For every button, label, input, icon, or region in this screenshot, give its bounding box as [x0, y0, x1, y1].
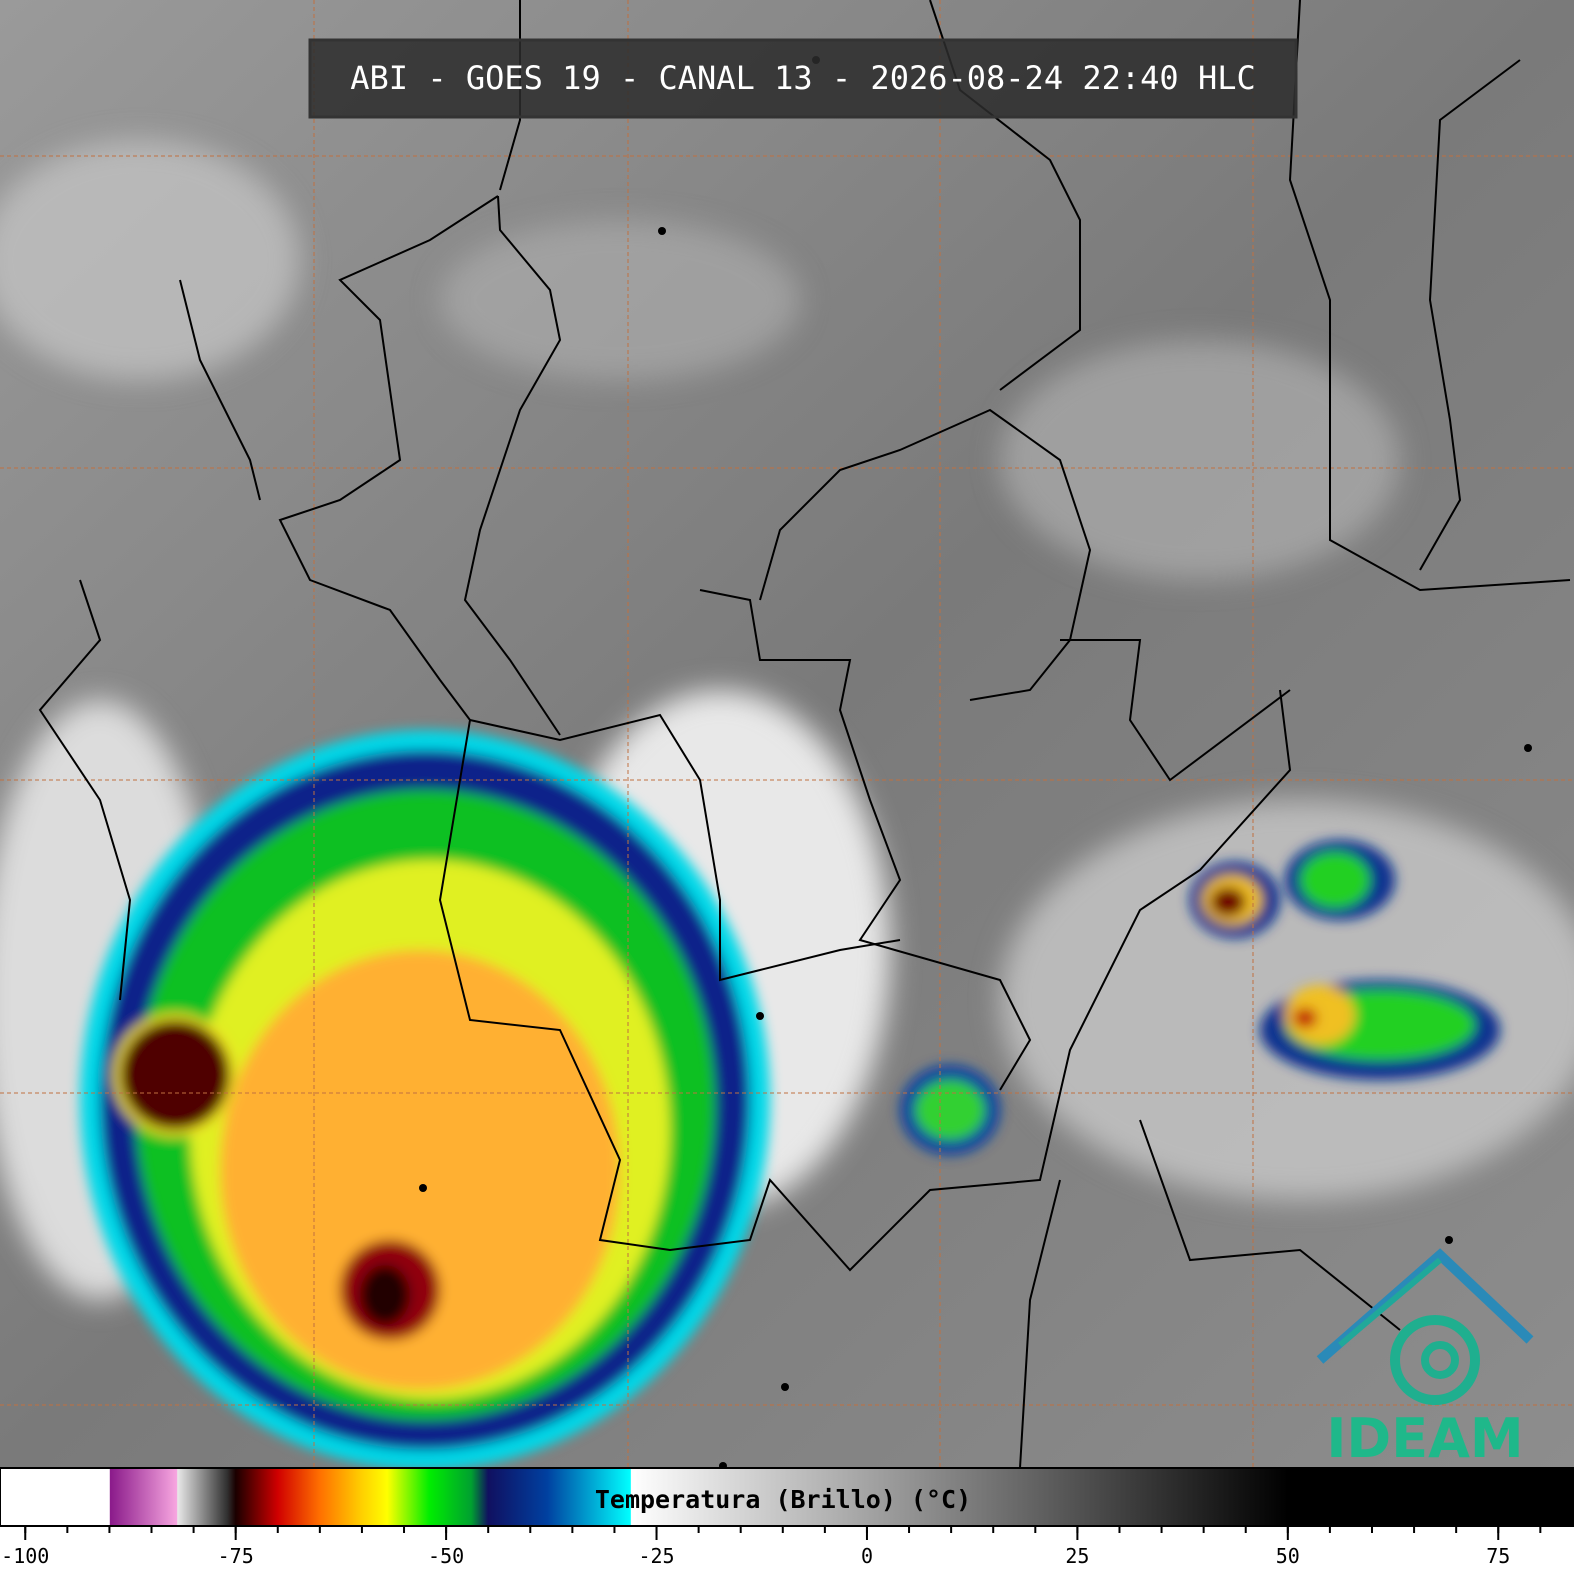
borders [38, 0, 1571, 1469]
tick-label: -50 [428, 1544, 464, 1568]
tick-label: 50 [1276, 1544, 1300, 1568]
tick-label: 25 [1065, 1544, 1089, 1568]
storm-main [80, 730, 1500, 1470]
map: IDEAM ABI - GOES 19 - CANAL 13 - 2026-08… [0, 0, 1574, 1470]
colorbar: Temperatura (Brillo) (°C) -100 -75 -50 -25 0… [0, 1467, 1574, 1568]
title-box: ABI - GOES 19 - CANAL 13 - 2026-08-24 22… [308, 38, 1298, 119]
tick-label: -100 [1, 1544, 49, 1568]
tick-label: -25 [638, 1544, 674, 1568]
colorbar-ramp [0, 1467, 1574, 1527]
logo-text: IDEAM [1326, 1407, 1523, 1470]
colorbar-label: Temperatura (Brillo) (°C) [595, 1485, 971, 1514]
title: ABI - GOES 19 - CANAL 13 - 2026-08-24 22… [350, 59, 1255, 97]
tick-label: 75 [1486, 1544, 1510, 1568]
logo: IDEAM [1316, 1248, 1534, 1470]
tick-label: 0 [861, 1544, 873, 1568]
graticule [0, 0, 1574, 1468]
tick-label: -75 [218, 1544, 254, 1568]
